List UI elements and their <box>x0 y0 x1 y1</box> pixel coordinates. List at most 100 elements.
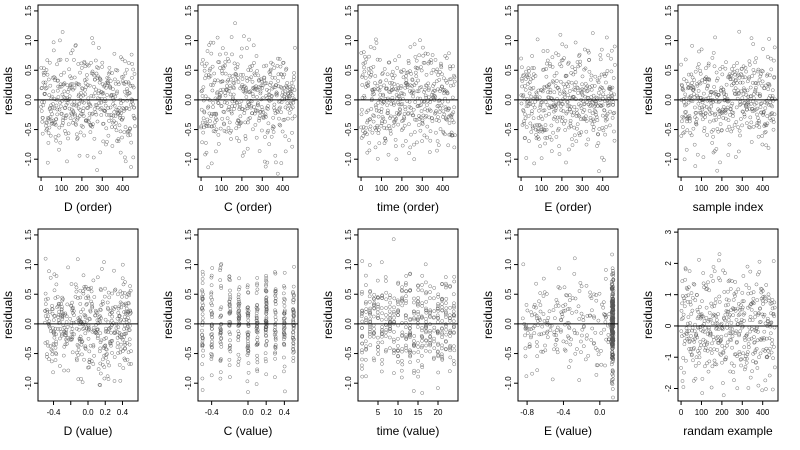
data-point <box>549 137 554 142</box>
data-point <box>713 297 718 302</box>
data-point <box>451 309 456 314</box>
data-point <box>704 105 709 109</box>
data-point <box>396 336 400 341</box>
data-point <box>63 106 68 110</box>
data-point <box>566 93 570 97</box>
data-point <box>720 107 725 112</box>
data-point <box>570 137 574 142</box>
data-point <box>128 133 133 137</box>
data-point <box>210 345 214 350</box>
data-point <box>273 270 277 274</box>
data-point <box>424 310 429 315</box>
data-point <box>243 134 248 138</box>
data-point <box>538 114 543 119</box>
data-point <box>767 373 772 378</box>
data-point <box>763 378 768 383</box>
data-point <box>523 346 528 351</box>
data-point <box>556 126 561 131</box>
data-point <box>560 115 565 120</box>
data-point <box>559 328 563 333</box>
data-point <box>110 291 114 296</box>
data-point <box>752 92 756 96</box>
data-point <box>56 95 61 99</box>
data-point <box>209 273 214 278</box>
data-point <box>291 308 295 313</box>
data-point <box>685 128 690 133</box>
data-point <box>209 343 214 348</box>
data-point <box>722 290 727 294</box>
data-point <box>62 325 67 330</box>
data-point <box>732 123 737 127</box>
data-point <box>385 86 389 91</box>
data-point <box>402 116 407 121</box>
data-point <box>246 333 250 337</box>
data-point <box>572 256 577 261</box>
data-point <box>611 103 615 107</box>
data-point <box>735 61 739 65</box>
data-point <box>379 107 384 111</box>
data-point <box>232 107 236 111</box>
data-point <box>577 317 582 321</box>
data-point <box>424 308 428 313</box>
data-point <box>600 103 605 108</box>
data-point <box>245 330 250 335</box>
data-point <box>436 99 441 103</box>
data-point <box>423 51 428 56</box>
data-point <box>63 342 68 347</box>
data-point <box>104 81 109 85</box>
data-point <box>750 80 755 85</box>
data-point <box>763 299 768 304</box>
data-point <box>428 330 433 335</box>
data-point <box>271 130 276 134</box>
data-point <box>403 320 408 325</box>
data-point <box>564 111 569 116</box>
data-point <box>78 315 82 320</box>
data-point <box>70 48 75 53</box>
data-point <box>404 343 408 348</box>
data-point <box>725 340 730 345</box>
data-point <box>377 109 381 113</box>
data-point <box>706 280 710 285</box>
data-point <box>440 99 445 104</box>
data-point <box>449 77 453 82</box>
data-point <box>602 108 606 112</box>
data-point <box>538 105 543 109</box>
data-point <box>718 351 722 356</box>
data-point <box>282 296 286 301</box>
data-point <box>574 114 579 118</box>
data-point <box>122 89 127 94</box>
data-point <box>101 91 106 95</box>
data-point <box>44 68 49 72</box>
data-point <box>84 77 89 82</box>
data-point <box>420 343 425 348</box>
data-point <box>403 301 408 306</box>
data-point <box>361 134 366 138</box>
plot-frame <box>357 228 459 402</box>
data-point <box>57 309 61 314</box>
data-point <box>567 89 572 93</box>
data-point <box>68 82 73 87</box>
data-point <box>40 100 44 104</box>
data-point <box>40 119 45 124</box>
data-point <box>86 296 91 300</box>
y-tick-label: 0.5 <box>344 288 353 300</box>
data-point <box>252 105 257 109</box>
data-point <box>444 324 448 328</box>
data-point <box>237 304 241 308</box>
data-point <box>728 287 733 291</box>
y-tick-label: 0.5 <box>24 64 33 76</box>
data-point <box>399 368 404 373</box>
data-point <box>715 76 720 81</box>
data-point <box>607 337 611 342</box>
data-point <box>237 299 241 304</box>
y-tick-label: -1.0 <box>24 152 33 166</box>
data-point <box>218 332 223 337</box>
data-point <box>440 296 444 301</box>
data-point <box>703 111 708 115</box>
data-point <box>80 86 85 91</box>
data-point <box>592 84 597 88</box>
data-point <box>445 91 450 96</box>
data-point <box>119 75 124 79</box>
data-point <box>209 161 214 166</box>
data-point <box>254 135 259 140</box>
